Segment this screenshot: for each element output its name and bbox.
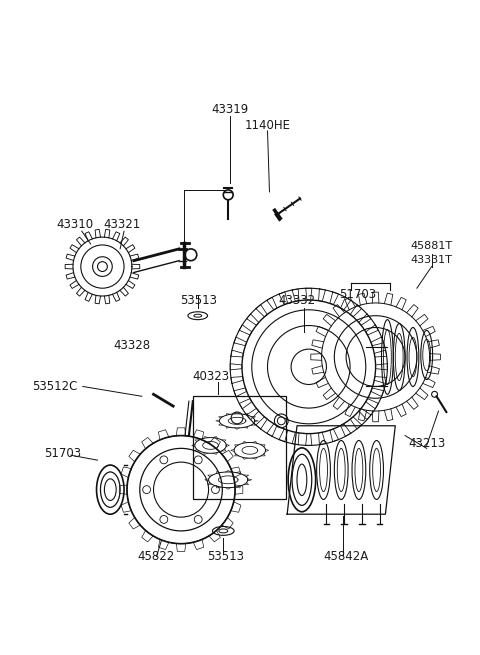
Text: 53513: 53513 — [180, 295, 217, 307]
Text: 51703: 51703 — [45, 447, 82, 460]
Bar — [193, 396, 286, 500]
Text: 45822: 45822 — [138, 550, 175, 563]
Text: 43213: 43213 — [408, 437, 445, 450]
Text: 1140HE: 1140HE — [244, 119, 290, 132]
Text: 53512C: 53512C — [33, 380, 78, 393]
Text: 43310: 43310 — [56, 218, 94, 231]
Text: 43332: 43332 — [278, 295, 315, 307]
Text: 45842A: 45842A — [324, 550, 369, 563]
Text: 43321: 43321 — [104, 218, 141, 231]
Text: 43328: 43328 — [113, 339, 150, 352]
Text: 45881T: 45881T — [410, 241, 453, 251]
Text: 43319: 43319 — [212, 103, 249, 116]
Text: 43331T: 43331T — [411, 255, 453, 265]
Text: 40323: 40323 — [192, 370, 229, 383]
Text: 53513: 53513 — [207, 550, 244, 563]
Text: 51703: 51703 — [339, 288, 376, 301]
